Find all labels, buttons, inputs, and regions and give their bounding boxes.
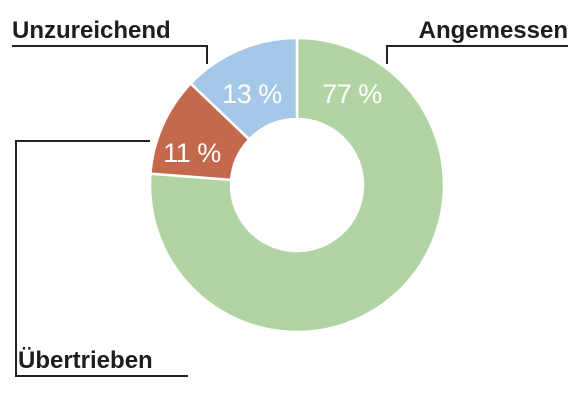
- slice-value-label-angemessen: 77 %: [322, 79, 382, 109]
- donut-slices: [148, 36, 446, 334]
- slice-value-label-unzureichend: 13 %: [222, 79, 282, 109]
- leader-line-angemessen: [386, 45, 568, 64]
- donut-slice-angemessen: [148, 36, 446, 334]
- leader-line-uebertrieben: [15, 140, 188, 377]
- donut-slice-unzureichend: [189, 36, 299, 141]
- slice-value-label-uebertrieben: 11 %: [163, 138, 221, 168]
- category-label-uebertrieben: Übertrieben: [18, 347, 153, 374]
- leader-line-unzureichend: [12, 45, 208, 64]
- category-label-unzureichend: Unzureichend: [12, 17, 171, 44]
- category-label-angemessen: Angemessen: [419, 17, 568, 44]
